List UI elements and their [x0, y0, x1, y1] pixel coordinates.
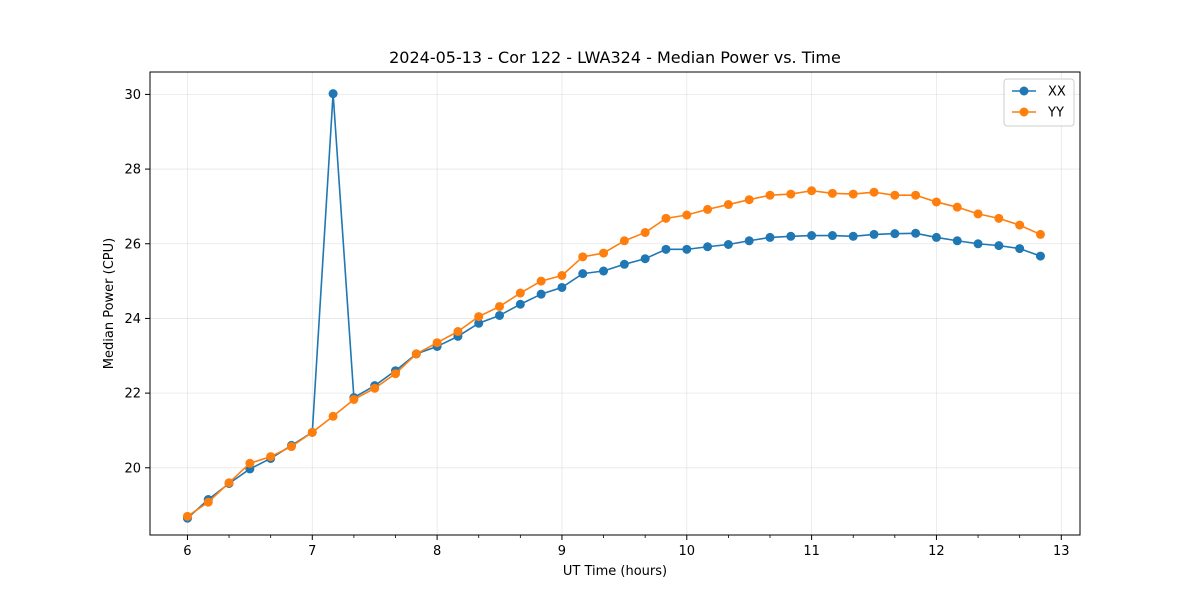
x-tick-label: 9	[558, 544, 566, 559]
y-tick-label: 24	[124, 312, 141, 327]
data-point-yy	[578, 252, 588, 262]
data-point-yy	[661, 213, 671, 223]
y-tick-label: 22	[124, 387, 141, 402]
data-point-yy	[495, 301, 505, 311]
data-point-yy	[453, 327, 463, 337]
data-point-yy	[869, 187, 879, 197]
y-tick-label: 20	[124, 461, 141, 476]
y-tick-label: 26	[124, 237, 141, 252]
y-axis-label: Median Power (CPU)	[102, 238, 117, 369]
data-point-xx	[869, 229, 879, 239]
y-tick-label: 30	[124, 88, 141, 103]
data-point-yy	[703, 204, 713, 214]
data-point-xx	[807, 231, 817, 241]
data-point-yy	[224, 478, 234, 488]
x-axis-label: UT Time (hours)	[563, 564, 667, 579]
data-point-xx	[619, 259, 629, 269]
data-point-yy	[911, 190, 921, 200]
data-point-yy	[931, 197, 941, 207]
data-point-yy	[203, 497, 213, 507]
x-tick-label: 12	[928, 544, 945, 559]
data-point-xx	[1035, 251, 1045, 261]
data-point-xx	[599, 266, 609, 276]
data-point-yy	[182, 511, 192, 521]
series-layer	[182, 89, 1045, 523]
data-point-yy	[952, 202, 962, 212]
x-tick-label: 11	[803, 544, 820, 559]
data-point-xx	[328, 89, 338, 99]
data-point-yy	[328, 411, 338, 421]
data-point-xx	[952, 236, 962, 246]
data-point-xx	[703, 242, 713, 252]
data-point-yy	[723, 200, 733, 210]
grid	[150, 72, 1080, 535]
data-point-xx	[973, 239, 983, 249]
data-point-xx	[827, 231, 837, 241]
x-tick-label: 8	[433, 544, 441, 559]
data-point-yy	[307, 427, 317, 437]
data-point-yy	[619, 236, 629, 246]
data-point-yy	[807, 186, 817, 196]
data-point-yy	[1035, 229, 1045, 239]
data-point-xx	[536, 289, 546, 299]
data-point-yy	[765, 190, 775, 200]
data-point-xx	[578, 269, 588, 279]
data-point-xx	[474, 318, 484, 328]
data-point-xx	[557, 282, 567, 292]
data-point-xx	[1015, 244, 1025, 254]
data-point-yy	[411, 349, 421, 359]
data-point-xx	[994, 241, 1004, 251]
data-point-yy	[994, 213, 1004, 223]
data-point-yy	[786, 189, 796, 199]
legend-label-xx: XX	[1048, 85, 1066, 100]
data-point-yy	[432, 338, 442, 348]
data-point-xx	[848, 231, 858, 241]
data-point-yy	[391, 369, 401, 379]
data-point-yy	[1015, 220, 1025, 230]
data-point-xx	[890, 229, 900, 239]
x-tick-label: 7	[308, 544, 316, 559]
data-point-yy	[536, 276, 546, 286]
data-point-yy	[640, 228, 650, 238]
legend-marker-yy	[1019, 107, 1029, 117]
data-point-xx	[786, 231, 796, 241]
legend: XX YY	[1003, 78, 1075, 127]
plot-frame	[149, 71, 1081, 536]
data-point-xx	[931, 232, 941, 242]
axis-ticks: 6 7 8 9 10 11 12 13 20 22 24 26 28 30	[124, 88, 1069, 559]
data-point-xx	[515, 299, 525, 309]
data-point-xx	[765, 232, 775, 242]
data-point-yy	[286, 442, 296, 452]
data-point-yy	[827, 188, 837, 198]
data-point-xx	[682, 244, 692, 254]
data-point-xx	[495, 310, 505, 320]
data-point-xx	[911, 228, 921, 238]
data-point-yy	[349, 394, 359, 404]
data-point-yy	[744, 195, 754, 205]
data-point-yy	[245, 458, 255, 468]
data-point-yy	[370, 383, 380, 393]
data-point-yy	[682, 210, 692, 220]
data-point-yy	[515, 288, 525, 298]
data-point-yy	[973, 209, 983, 219]
data-point-yy	[848, 189, 858, 199]
data-point-yy	[266, 452, 276, 462]
x-tick-label: 10	[679, 544, 696, 559]
x-tick-label: 13	[1053, 544, 1070, 559]
chart-title: 2024-05-13 - Cor 122 - LWA324 - Median P…	[389, 48, 841, 67]
data-point-xx	[744, 236, 754, 246]
y-tick-label: 28	[124, 163, 141, 178]
x-tick-label: 6	[183, 544, 191, 559]
data-point-yy	[557, 270, 567, 280]
data-point-yy	[890, 190, 900, 200]
data-point-xx	[723, 240, 733, 250]
legend-label-yy: YY	[1047, 106, 1064, 121]
data-point-xx	[640, 254, 650, 264]
legend-marker-xx	[1019, 86, 1029, 96]
data-point-yy	[474, 312, 484, 322]
data-point-xx	[661, 244, 671, 254]
data-point-yy	[599, 248, 609, 258]
